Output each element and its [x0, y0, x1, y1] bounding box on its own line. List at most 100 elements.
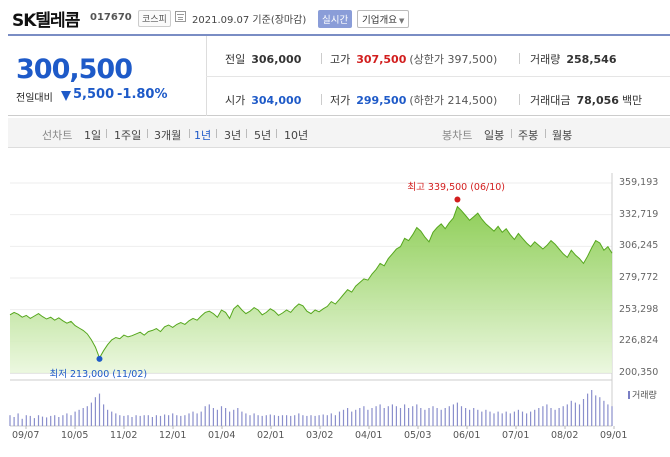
- amount-unit: 백만: [621, 94, 643, 107]
- volume-bar: [298, 413, 300, 426]
- trade-amount: 거래대금 78,056 백만: [530, 92, 642, 108]
- tab-10y[interactable]: 10년: [284, 129, 309, 142]
- volume: 거래량 258,546: [530, 51, 616, 67]
- volume-bar: [599, 397, 601, 426]
- volume-legend-label: 거래량: [632, 391, 657, 401]
- tab-daily[interactable]: 일봉: [484, 129, 505, 142]
- tab-1y[interactable]: 1년: [194, 129, 212, 142]
- x-tick-label: 03/02: [306, 430, 334, 441]
- volume-bar: [542, 406, 544, 426]
- open-label: 시가: [225, 94, 246, 107]
- volume-bar: [277, 415, 280, 426]
- high-value: 307,500: [356, 53, 407, 66]
- period-tabs: 선차트 1일 1주일 3개월 1년 3년 5년 10년 봉차트 일봉 주봉 월봉: [8, 118, 670, 148]
- volume-bar: [180, 415, 182, 426]
- volume-bar: [473, 408, 475, 426]
- volume-bar: [412, 406, 414, 426]
- x-tick-label: 10/05: [61, 430, 89, 441]
- volume-bar: [119, 415, 121, 426]
- volume-bar: [62, 415, 64, 426]
- volume-bar: [107, 409, 109, 426]
- volume-bar: [505, 411, 507, 426]
- realtime-button[interactable]: 실시간: [318, 10, 353, 28]
- x-tick-label: 11/02: [110, 430, 138, 441]
- tab-5y[interactable]: 5년: [254, 129, 272, 142]
- tab-1w[interactable]: 1주일: [114, 129, 142, 142]
- volume-bar: [465, 408, 467, 426]
- volume-bar: [13, 417, 15, 426]
- volume-bar: [290, 415, 292, 426]
- volume-bar: [9, 415, 11, 426]
- stock-code: 017670: [90, 12, 132, 23]
- volume-bar: [452, 404, 454, 426]
- volume-bar: [456, 402, 458, 426]
- divider: [189, 129, 190, 138]
- volume-bar: [330, 413, 332, 426]
- volume-bar: [220, 406, 223, 426]
- volume-bar: [359, 408, 361, 426]
- tab-weekly[interactable]: 주봉: [518, 129, 539, 142]
- volume-bar: [338, 411, 341, 426]
- volume-bar: [448, 406, 450, 426]
- high-label: 고가: [330, 53, 351, 66]
- volume-bar: [383, 408, 385, 426]
- x-tick-label: 09/07: [12, 430, 40, 441]
- volume-bar: [233, 409, 235, 426]
- volume-bar: [526, 413, 528, 426]
- x-tick-label: 06/01: [453, 430, 481, 441]
- x-tick-label: 09/01: [600, 430, 628, 441]
- volume-bar: [530, 411, 532, 426]
- x-tick-label: 04/01: [355, 430, 383, 441]
- company-overview-dropdown[interactable]: 기업개요 ▼: [357, 10, 410, 28]
- calendar-icon: [175, 11, 186, 22]
- volume-bar: [481, 411, 483, 426]
- volume-bar: [58, 417, 60, 426]
- down-triangle-icon: [61, 91, 71, 101]
- tab-monthly[interactable]: 월봉: [552, 129, 573, 142]
- volume-bar: [54, 415, 56, 426]
- volume-bar: [131, 417, 133, 426]
- current-price-box: 300,500 전일대비 5,500 -1.80%: [8, 36, 206, 116]
- volume-bar: [41, 416, 44, 426]
- volume-bar: [135, 415, 137, 426]
- tab-3m[interactable]: 3개월: [154, 129, 182, 142]
- volume-bar: [241, 411, 243, 426]
- volume-bar: [184, 415, 186, 426]
- volume-bar: [493, 413, 495, 426]
- volume-bar: [566, 404, 568, 426]
- min-point: [96, 355, 103, 362]
- divider: [519, 94, 520, 105]
- y-tick-label: 359,193: [619, 177, 659, 188]
- low-label: 저가: [330, 94, 351, 107]
- volume-bar: [86, 406, 88, 426]
- volume-bar: [395, 406, 397, 426]
- upper-limit: (상한가 397,500): [409, 53, 498, 66]
- volume-bar: [399, 408, 402, 426]
- volume-legend-swatch: [628, 391, 630, 399]
- volume-bar: [582, 399, 585, 426]
- volume-bar: [196, 413, 198, 426]
- volume-bar: [460, 406, 463, 426]
- volume-bar: [420, 408, 422, 426]
- volume-bar: [159, 415, 162, 426]
- volume-bar: [168, 415, 170, 426]
- volume-value: 258,546: [566, 53, 617, 66]
- volume-bar: [444, 408, 446, 426]
- change-value: 5,500: [73, 87, 115, 102]
- volume-bar: [164, 414, 166, 426]
- tab-1d[interactable]: 1일: [84, 129, 102, 142]
- y-tick-label: 226,824: [619, 335, 659, 347]
- volume-bar: [355, 409, 357, 426]
- volume-bar: [237, 408, 239, 426]
- volume-bar: [587, 393, 589, 426]
- volume-bar: [611, 406, 613, 426]
- base-date: 2021.09.07 기준(장마감): [192, 15, 307, 26]
- candle-chart-label: 봉차트: [442, 129, 473, 142]
- price-summary: 300,500 전일대비 5,500 -1.80% 전일 306,000 고가 30…: [8, 34, 670, 116]
- volume-bar: [424, 409, 426, 426]
- company-overview-label: 기업개요: [362, 15, 397, 26]
- tab-3y[interactable]: 3년: [224, 129, 242, 142]
- volume-bar: [204, 406, 206, 426]
- price-chart[interactable]: 359,193 332,719 306,245 279,772 253,298 226,8…: [0, 150, 670, 457]
- volume-bar: [351, 411, 353, 426]
